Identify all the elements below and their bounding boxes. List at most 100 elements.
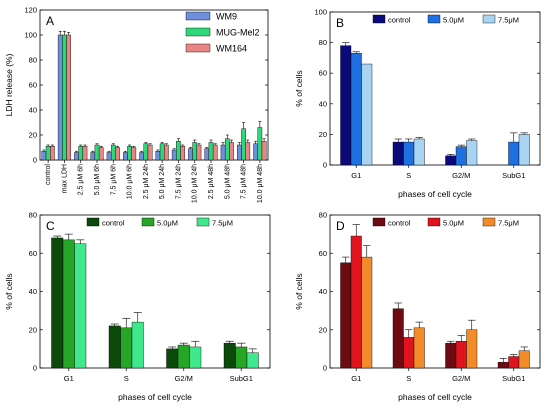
x-tick-label: 2.5 μM 6h	[78, 164, 85, 195]
x-tick-label: 10.0 μM 48h	[257, 164, 264, 203]
bar-a-2-5	[131, 147, 137, 161]
bar-a-2-7	[164, 144, 169, 161]
y-tick-label: 60	[29, 249, 37, 258]
bar-c-1-3	[235, 346, 248, 369]
legend-label: MUG-Mel2	[216, 28, 260, 38]
y-axis-title: % of cells	[4, 273, 14, 309]
bar-a-0-9	[188, 148, 193, 161]
bar-a-1-7	[159, 143, 165, 161]
bar-a-1-1	[62, 34, 67, 161]
bar-a-2-1	[66, 34, 71, 161]
legend-label: control	[102, 219, 125, 228]
bar-b-0-1	[392, 141, 404, 166]
legend: control 5.0μM 7.5μM	[86, 217, 233, 228]
bar-a-0-0	[41, 151, 47, 161]
chart-panel-d: 0 20 40 60 80 % of cells G1 S G2/M SubG1 phases of…	[294, 211, 541, 402]
x-tick-label: S	[124, 374, 129, 383]
y-tick-label: 40	[29, 287, 37, 296]
y-tick-label: 80	[29, 56, 37, 65]
y-tick-label: 0	[323, 364, 327, 373]
x-tick-label: 10.0 μM 6h	[127, 164, 134, 199]
y-tick-label: 20	[319, 130, 327, 139]
bar-a-0-4	[106, 152, 112, 161]
bar-a-0-3	[90, 152, 96, 161]
y-tick-label: 100	[24, 31, 37, 40]
y-tick-label: 0	[323, 161, 327, 170]
bar-a-1-2	[78, 146, 84, 161]
x-tick-label: 7.5 μM 6h	[110, 164, 117, 195]
panel-label: D	[336, 219, 345, 233]
bar-d-0-0	[340, 262, 352, 369]
bar-b-0-2	[445, 155, 457, 166]
bar-b-2-2	[466, 140, 478, 166]
x-tick-label: SubG1	[502, 374, 525, 383]
bar-d-1-2	[455, 341, 467, 369]
x-tick-label: G2/M	[175, 374, 193, 383]
legend-label: 7.5μM	[212, 219, 233, 228]
bar-a-1-9	[192, 142, 198, 161]
legend-swatch	[196, 217, 210, 227]
bar-a-0-2	[74, 152, 79, 161]
bar-a-1-6	[143, 143, 149, 161]
y-tick-label: 80	[319, 211, 327, 220]
bar-a-0-8	[171, 149, 177, 161]
bar-a-2-4	[115, 147, 120, 161]
bar-a-0-11	[220, 144, 226, 161]
bar-d-1-3	[508, 356, 520, 369]
bar-b-2-1	[413, 138, 425, 166]
legend-swatch	[427, 217, 441, 227]
y-tick-label: 80	[29, 211, 37, 220]
y-tick-label: 20	[29, 131, 37, 140]
y-tick-label: 40	[319, 287, 327, 296]
x-tick-label: G1	[351, 374, 361, 383]
y-tick-label: 40	[319, 99, 327, 108]
y-tick-label: 0	[33, 364, 37, 373]
legend-swatch	[185, 43, 211, 53]
x-tick-label: SubG1	[230, 374, 253, 383]
panel-label: B	[336, 16, 344, 30]
bar-a-2-0	[50, 146, 55, 161]
bar-d-2-1	[413, 327, 425, 369]
bar-c-0-0	[51, 237, 64, 369]
bar-a-0-6	[139, 152, 144, 161]
y-tick-label: 120	[24, 6, 37, 15]
x-tick-label: 10.0 μM 24h	[192, 164, 199, 203]
legend-label: 7.5μM	[498, 219, 519, 228]
y-tick-label: 0	[33, 156, 37, 165]
bar-c-1-2	[177, 344, 190, 369]
bar-a-2-11	[229, 142, 234, 161]
chart-panel-b: 0 20 40 60 80 100 % of cells G1 S G2/M SubG1 phases…	[294, 8, 541, 199]
legend: control 5.0μM 7.5μM	[372, 217, 519, 228]
y-tick-label: 20	[29, 325, 37, 334]
bar-c-2-1	[131, 321, 144, 369]
legend-label: WM9	[216, 12, 237, 22]
bar-b-1-1	[403, 141, 415, 166]
legend-swatch	[185, 11, 211, 21]
bar-a-1-13	[257, 127, 263, 161]
x-tick-label: 7.5 μM 48h	[241, 164, 248, 199]
bar-a-2-13	[261, 141, 267, 161]
y-axis-title: % of cells	[294, 273, 304, 309]
x-axis-title: phases of cell cycle	[398, 189, 472, 199]
bar-a-1-4	[110, 144, 116, 161]
bar-d-0-2	[445, 342, 457, 369]
y-tick-label: 60	[319, 249, 327, 258]
legend-label: control	[388, 16, 411, 25]
bar-b-2-0	[361, 63, 373, 166]
legend: control 5.0μM 7.5μM	[372, 14, 519, 25]
legend-swatch	[372, 217, 386, 227]
bar-b-0-0	[340, 45, 352, 166]
legend-label: control	[388, 219, 411, 228]
bar-a-0-5	[123, 152, 128, 161]
bar-a-0-7	[155, 151, 161, 161]
bar-a-0-10	[204, 148, 210, 161]
x-tick-label: SubG1	[502, 171, 525, 180]
x-tick-label: max LDH	[61, 164, 68, 193]
bar-d-0-1	[392, 308, 404, 369]
legend-swatch	[482, 14, 496, 24]
bar-c-2-0	[74, 243, 87, 369]
bar-d-1-0	[350, 235, 362, 369]
bar-d-2-0	[361, 256, 373, 369]
bar-a-2-2	[82, 146, 88, 161]
